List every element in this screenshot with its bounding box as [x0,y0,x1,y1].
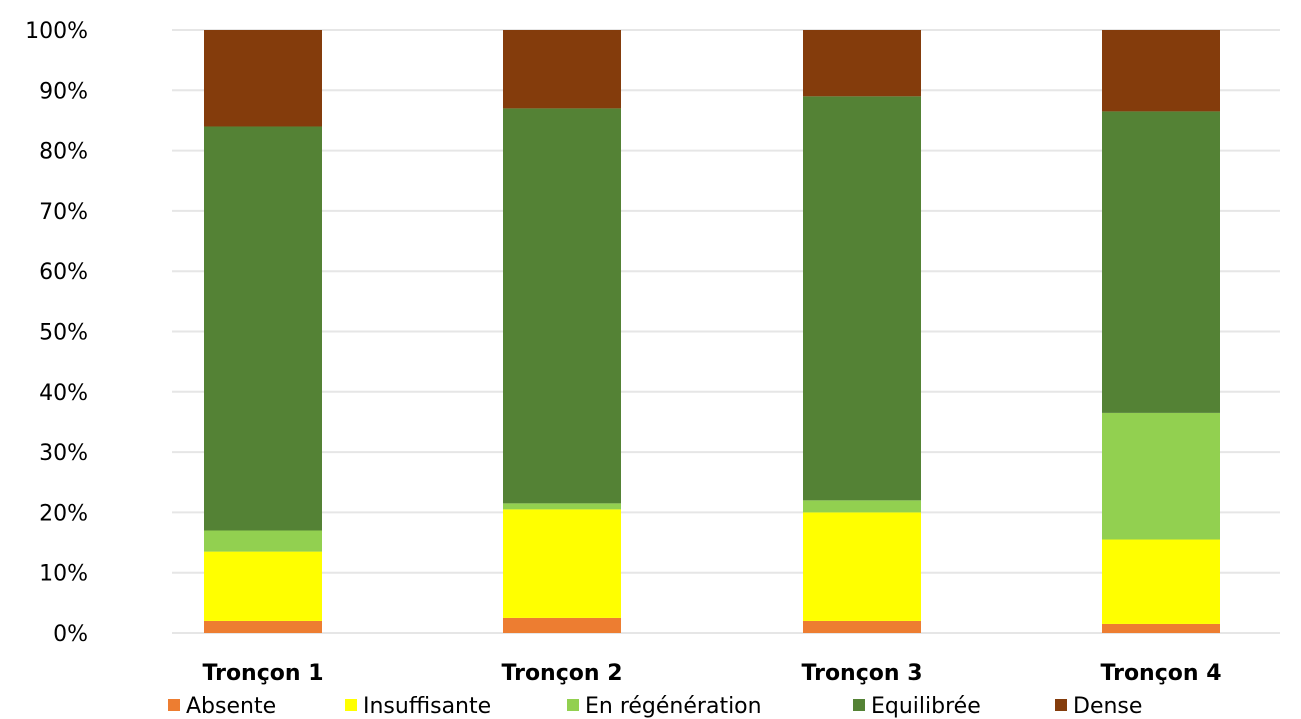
y-tick-label: 100% [25,19,88,44]
bar-stack [503,30,621,633]
bar-segment [204,620,322,633]
x-category-label: Tronçon 3 [802,661,923,686]
y-axis-tick-labels: 0% 10% 20% 30% 40% 50% 60% 70% 80% 90% 100% [25,19,88,647]
bar-segment [204,30,322,127]
bar-segment [1102,412,1220,540]
bar-segment [1102,539,1220,624]
bar-segment [803,512,921,621]
bar-segment [503,30,621,109]
y-tick-label: 30% [39,441,88,466]
y-tick-label: 90% [39,79,88,104]
legend-swatch [567,699,579,711]
legend-item: Absente [168,694,276,719]
bar-stack [204,30,322,633]
bar-segment [1102,30,1220,112]
legend: Absente Insuffisante En régénération Equili… [168,694,1142,719]
legend-label: Equilibrée [871,694,981,719]
legend-item: Insuffisante [345,694,491,719]
y-tick-label: 60% [39,260,88,285]
bar-segment [803,96,921,501]
legend-label: Dense [1073,694,1142,719]
y-tick-label: 10% [39,562,88,587]
bar-segment [503,617,621,633]
bar-segment [204,551,322,621]
bar-segment [803,620,921,633]
legend-swatch [168,699,180,711]
x-axis-category-labels: Tronçon 1 Tronçon 2 Tronçon 3 Tronçon 4 [203,661,1222,686]
y-tick-label: 0% [53,622,88,647]
legend-item: Equilibrée [853,694,981,719]
bar-segment [803,30,921,97]
bar-stack [1102,30,1220,633]
bar-segment [503,503,621,510]
legend-swatch [1055,699,1067,711]
bars [204,30,1220,633]
legend-item: En régénération [567,694,762,719]
bar-segment [803,500,921,513]
y-tick-label: 20% [39,501,88,526]
y-tick-label: 70% [39,200,88,225]
bar-segment [204,126,322,531]
bar-segment [1102,111,1220,413]
x-category-label: Tronçon 4 [1101,661,1222,686]
legend-swatch [853,699,865,711]
legend-label: En régénération [585,694,762,719]
x-category-label: Tronçon 2 [502,661,623,686]
x-category-label: Tronçon 1 [203,661,324,686]
legend-swatch [345,699,357,711]
y-tick-label: 80% [39,140,88,165]
y-tick-label: 40% [39,381,88,406]
y-tick-label: 50% [39,321,88,346]
legend-label: Absente [186,694,276,719]
legend-label: Insuffisante [363,694,491,719]
legend-item: Dense [1055,694,1142,719]
bar-stack [803,30,921,633]
bar-segment [503,509,621,618]
bar-segment [1102,623,1220,633]
gridlines [172,29,1280,634]
bar-segment [204,530,322,552]
bar-segment [503,108,621,504]
